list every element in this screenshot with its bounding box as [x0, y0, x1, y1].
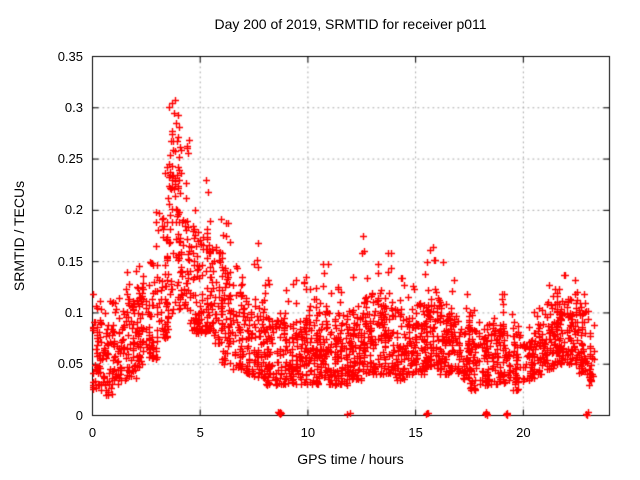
- y-tick-label: 0.2: [64, 202, 83, 218]
- y-tick-label: 0.25: [57, 151, 83, 167]
- chart-title: Day 200 of 2019, SRMTID for receiver p01…: [214, 16, 487, 32]
- x-tick-label: 5: [196, 425, 204, 440]
- x-tick-label: 20: [516, 425, 531, 440]
- x-tick-label: 10: [300, 425, 316, 440]
- y-tick-label: 0.35: [57, 48, 83, 64]
- x-tick-label: 0: [88, 425, 97, 440]
- y-tick-label: 0: [75, 407, 83, 423]
- y-tick-label: 0.1: [64, 304, 83, 320]
- x-axis-label: GPS time / hours: [297, 451, 404, 467]
- x-tick-label: 15: [408, 425, 423, 440]
- y-tick-label: 0.05: [57, 356, 83, 372]
- y-tick-label: 0.15: [57, 253, 83, 269]
- y-tick-label: 0.3: [64, 99, 83, 115]
